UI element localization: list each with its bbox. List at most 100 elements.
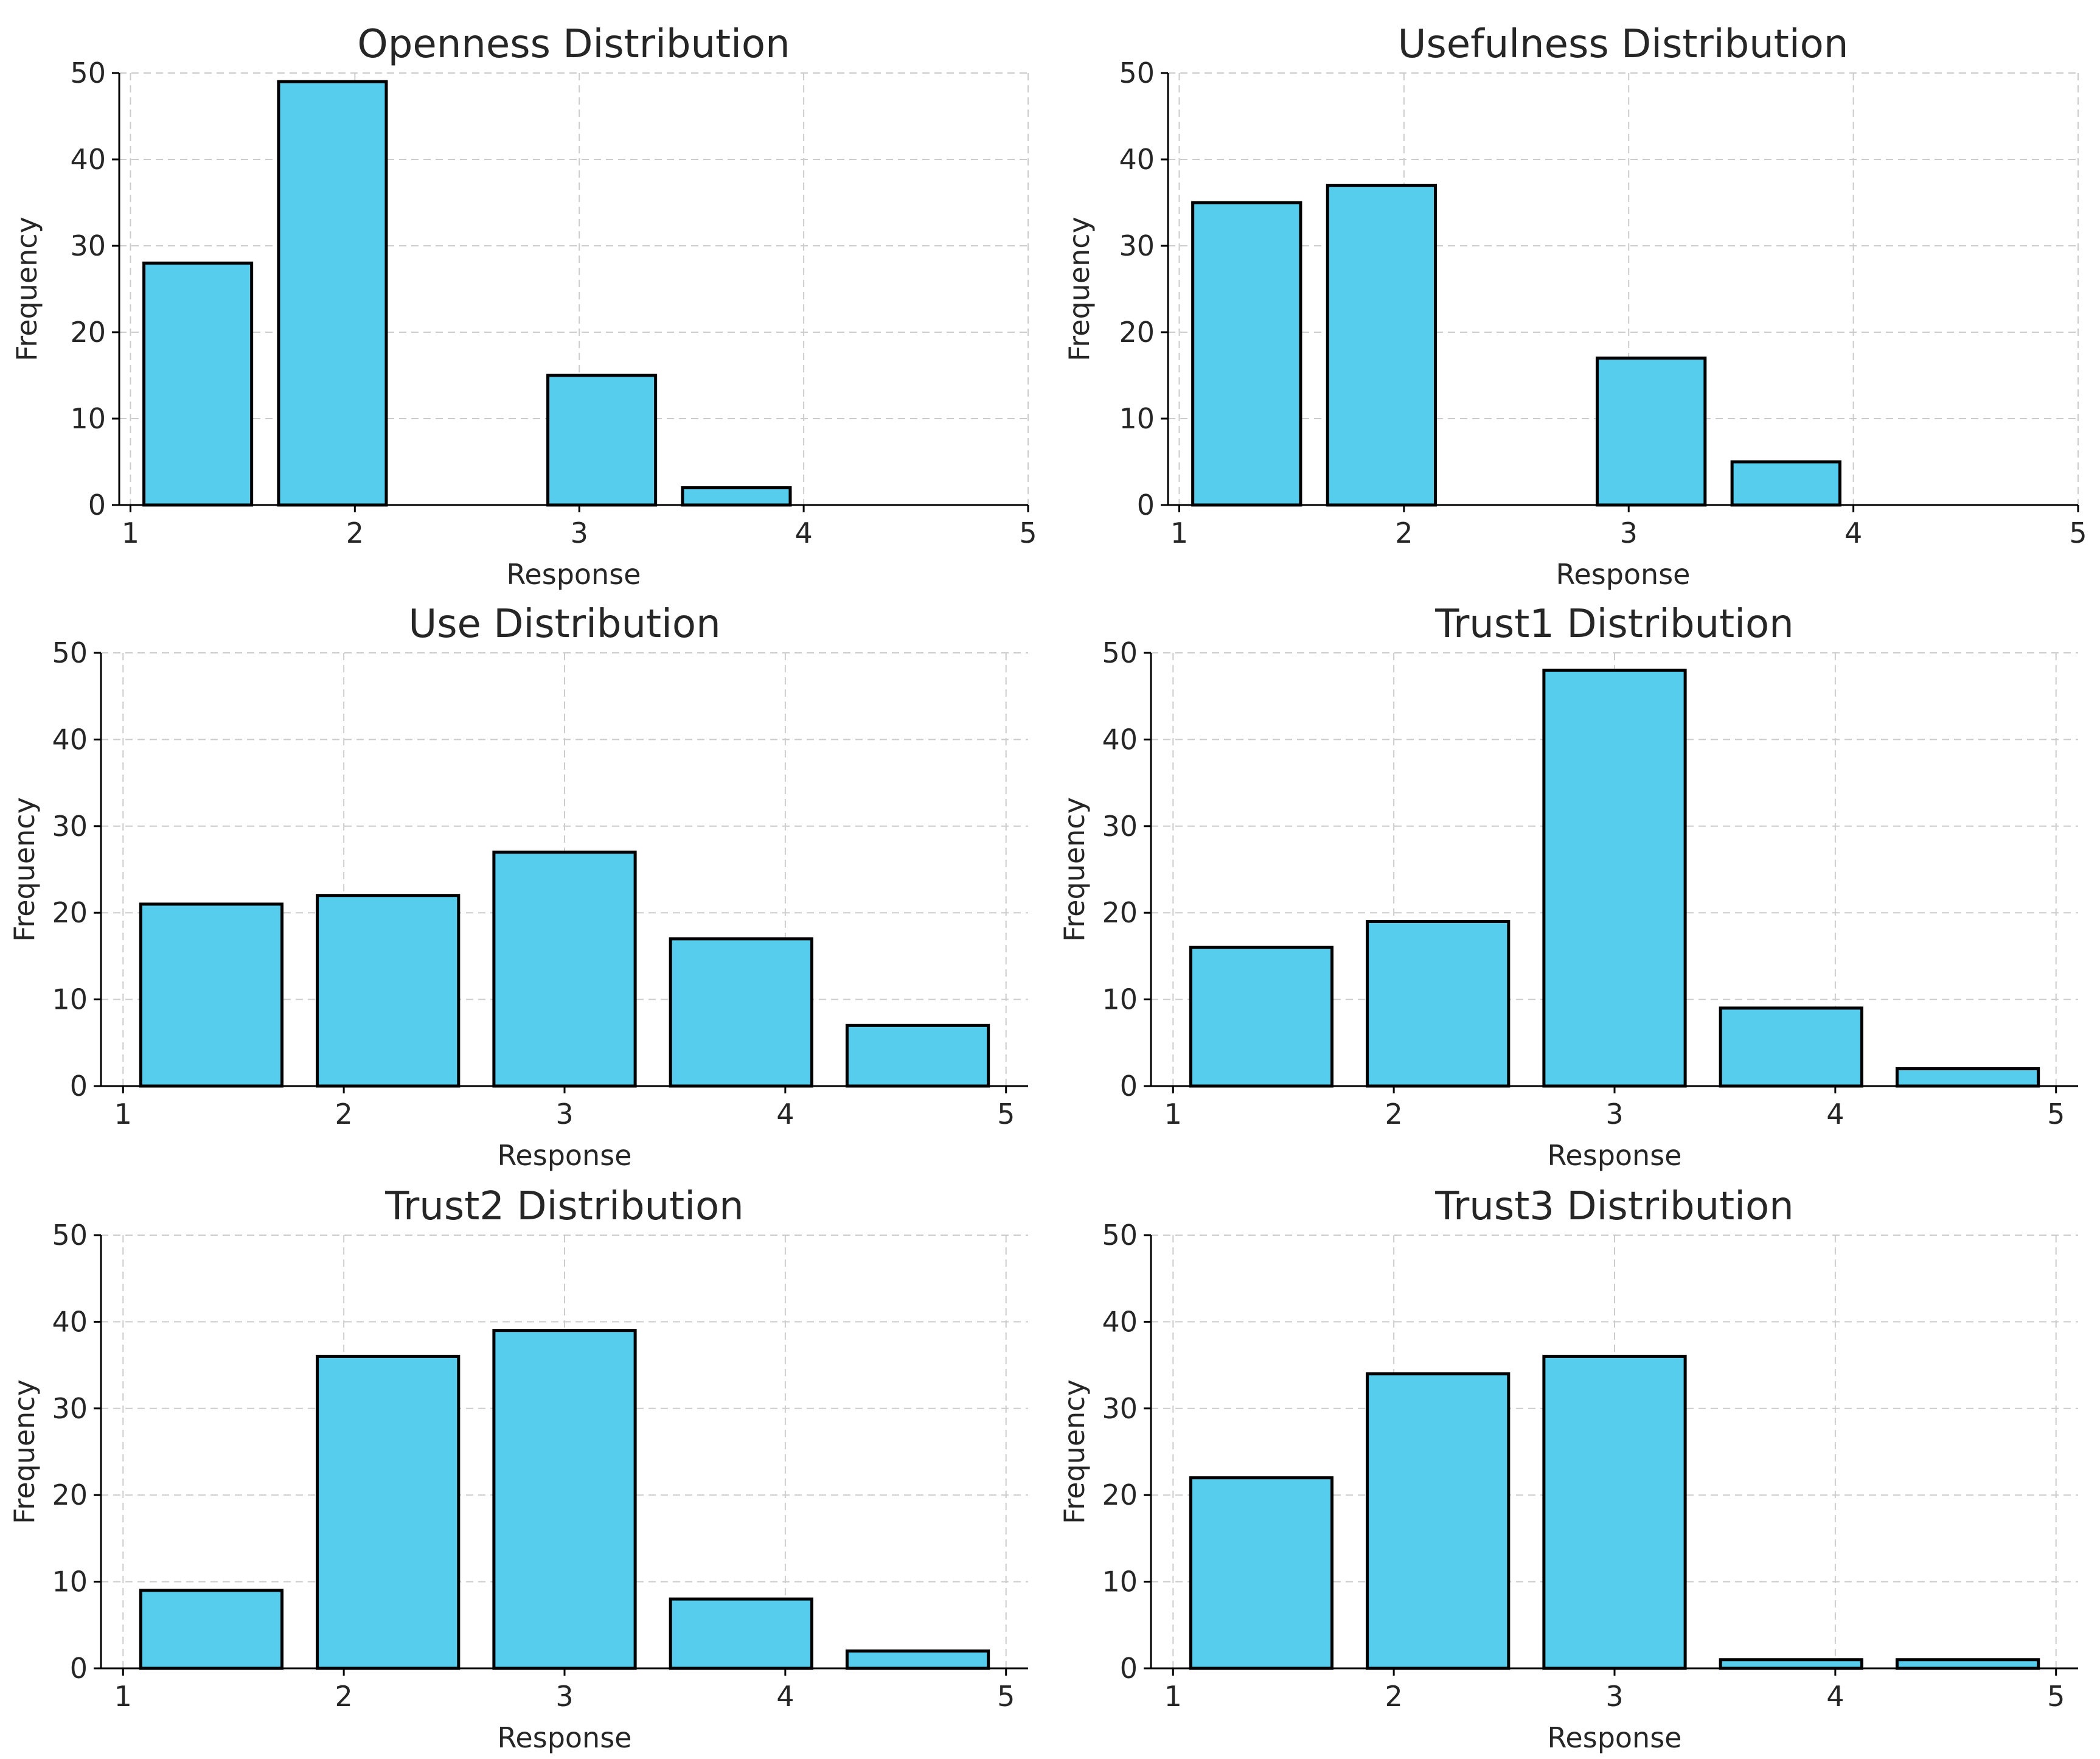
bar-5	[845, 1649, 990, 1670]
bar-4	[1719, 1658, 1863, 1670]
x-axis-label: Response	[498, 1139, 632, 1172]
x-axis-label: Response	[498, 1721, 632, 1754]
y-tick-label: 0	[88, 489, 106, 521]
y-tick-label: 40	[1119, 143, 1155, 176]
bar-4	[681, 486, 792, 507]
x-tick-label: 5	[2069, 517, 2087, 549]
y-tick-label: 0	[70, 1652, 88, 1685]
y-tick-label: 10	[70, 402, 106, 435]
y-axis-label: Frequency	[1058, 797, 1091, 942]
y-tick-label: 10	[1102, 983, 1138, 1016]
bar-3	[1542, 668, 1687, 1088]
x-tick-label: 1	[1164, 1098, 1182, 1130]
x-tick-label: 5	[2047, 1680, 2065, 1713]
bar-4	[1719, 1006, 1863, 1088]
bar-2	[1366, 1372, 1511, 1670]
bar-3	[492, 1329, 637, 1670]
x-axis-label: Response	[507, 558, 641, 591]
x-axis-label: Response	[1556, 558, 1691, 591]
x-tick-label: 5	[1019, 517, 1037, 549]
bar-3	[546, 374, 658, 507]
y-tick-label: 50	[52, 1219, 88, 1252]
x-tick-label: 3	[1605, 1098, 1623, 1130]
y-tick-label: 0	[1137, 489, 1155, 521]
y-tick-label: 10	[1102, 1566, 1138, 1598]
y-tick-label: 20	[52, 896, 88, 929]
y-tick-label: 50	[1119, 57, 1155, 89]
y-tick-label: 40	[1102, 723, 1138, 756]
bar-2	[277, 80, 388, 507]
y-axis-label: Frequency	[1063, 217, 1096, 361]
x-tick-label: 4	[776, 1680, 794, 1713]
x-tick-label: 1	[114, 1098, 132, 1130]
x-tick-label: 5	[997, 1098, 1015, 1130]
bar-3	[492, 851, 637, 1088]
chart-title: Trust2 Distribution	[384, 1184, 743, 1229]
y-tick-label: 20	[52, 1479, 88, 1511]
y-tick-label: 10	[52, 983, 88, 1016]
bar-1	[1191, 201, 1302, 507]
y-tick-label: 30	[1102, 810, 1138, 843]
bar-1	[142, 261, 254, 507]
x-tick-label: 1	[114, 1680, 132, 1713]
chart-title: Trust3 Distribution	[1434, 1184, 1793, 1229]
y-axis-label: Frequency	[10, 217, 43, 361]
y-tick-label: 50	[1102, 1219, 1138, 1252]
y-tick-label: 30	[52, 1392, 88, 1425]
bar-3	[1542, 1354, 1687, 1670]
bar-1	[139, 902, 284, 1088]
y-tick-label: 30	[1119, 229, 1155, 262]
y-tick-label: 20	[1119, 316, 1155, 349]
x-tick-label: 2	[335, 1098, 353, 1130]
y-tick-label: 50	[70, 57, 106, 89]
x-axis-label: Response	[1548, 1721, 1682, 1754]
x-tick-label: 3	[571, 517, 588, 549]
bar-5	[845, 1023, 990, 1088]
bar-2	[1366, 919, 1511, 1088]
x-tick-label: 5	[2047, 1098, 2065, 1130]
y-tick-label: 40	[70, 143, 106, 176]
x-tick-label: 2	[1385, 1680, 1403, 1713]
x-tick-label: 2	[1395, 517, 1413, 549]
y-axis-label: Frequency	[8, 797, 41, 942]
x-tick-label: 5	[997, 1680, 1015, 1713]
bar-2	[1326, 184, 1438, 507]
y-tick-label: 30	[52, 810, 88, 843]
x-tick-label: 3	[555, 1098, 573, 1130]
y-tick-label: 0	[70, 1070, 88, 1102]
chart-title: Usefulness Distribution	[1398, 22, 1849, 67]
y-tick-label: 20	[70, 316, 106, 349]
x-tick-label: 4	[776, 1098, 794, 1130]
bar-4	[669, 1597, 813, 1670]
bar-4	[669, 937, 813, 1088]
x-axis-label: Response	[1548, 1139, 1682, 1172]
x-tick-label: 1	[122, 517, 139, 549]
bar-1	[139, 1589, 284, 1670]
y-tick-label: 50	[1102, 636, 1138, 669]
x-tick-label: 1	[1170, 517, 1188, 549]
x-tick-label: 4	[1826, 1680, 1844, 1713]
y-tick-label: 30	[1102, 1392, 1138, 1425]
chart-title: Trust1 Distribution	[1434, 602, 1793, 647]
bar-3	[1596, 357, 1707, 507]
y-axis-label: Frequency	[1058, 1379, 1091, 1524]
bar-1	[1189, 946, 1334, 1088]
x-tick-label: 2	[1385, 1098, 1403, 1130]
y-tick-label: 10	[52, 1566, 88, 1598]
y-tick-label: 0	[1120, 1652, 1138, 1685]
x-tick-label: 3	[555, 1680, 573, 1713]
y-tick-label: 40	[52, 1305, 88, 1338]
x-tick-label: 4	[1826, 1098, 1844, 1130]
bar-4	[1730, 460, 1841, 507]
bar-2	[316, 894, 461, 1088]
bar-1	[1189, 1476, 1334, 1670]
chart-title: Use Distribution	[408, 602, 720, 647]
x-tick-label: 3	[1620, 517, 1638, 549]
